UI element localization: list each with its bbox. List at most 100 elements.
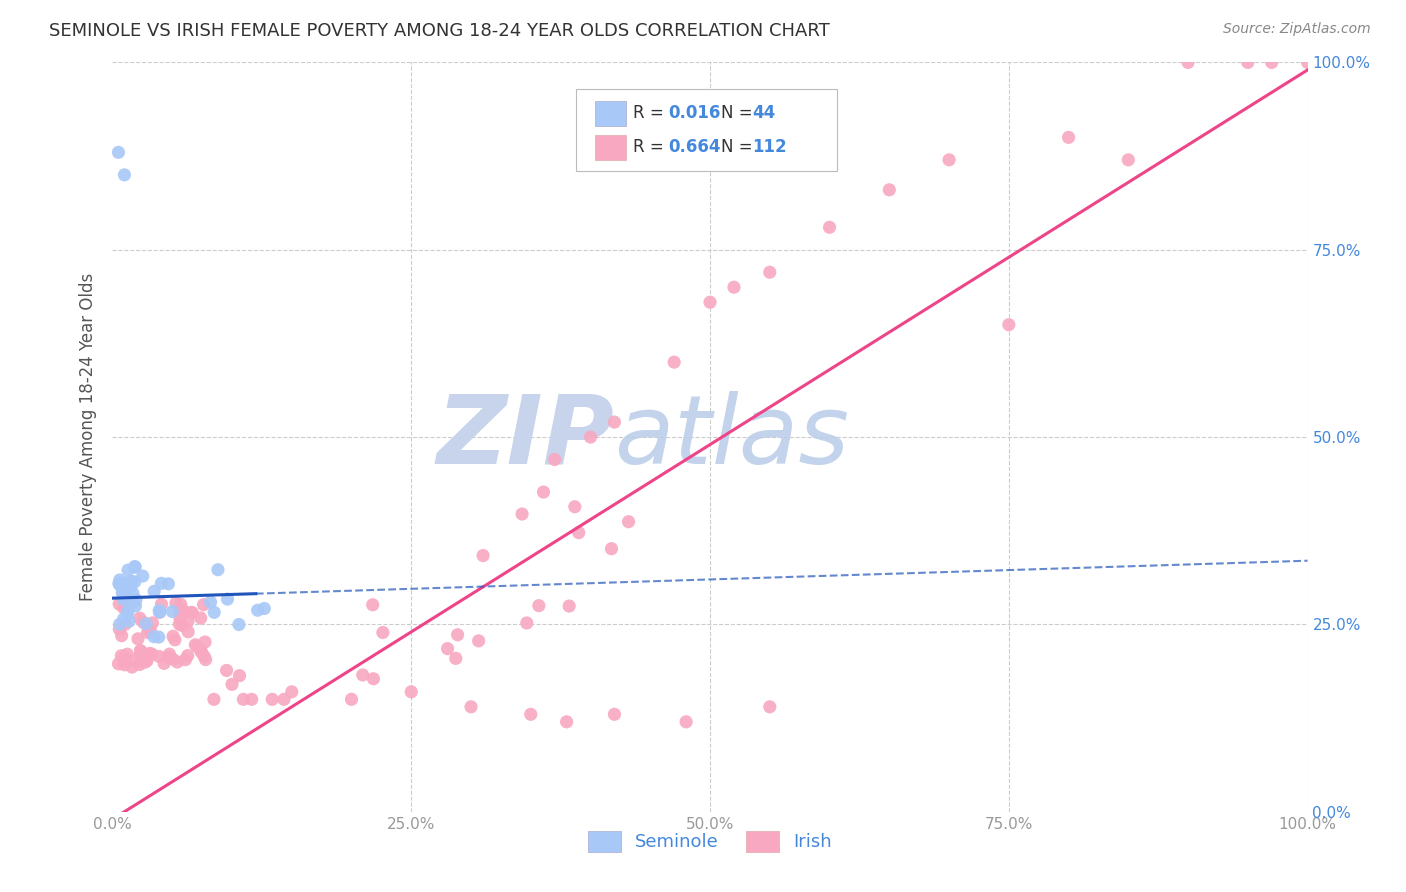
Point — [184, 638, 207, 652]
Point — [107, 145, 129, 160]
Point — [240, 692, 263, 706]
Point — [564, 500, 586, 514]
Point — [533, 485, 555, 500]
Point — [112, 600, 135, 615]
Point — [603, 415, 626, 429]
Point — [124, 560, 146, 574]
Point — [129, 643, 152, 657]
Point — [111, 586, 134, 600]
Point — [181, 606, 204, 620]
Point — [520, 707, 543, 722]
Point — [112, 650, 135, 665]
Point — [1261, 55, 1284, 70]
Point — [121, 586, 143, 600]
Point — [340, 692, 363, 706]
Point — [401, 685, 423, 699]
Point — [169, 612, 191, 626]
Point — [108, 597, 131, 611]
Point — [121, 595, 143, 609]
Point — [555, 714, 578, 729]
Text: SEMINOLE VS IRISH FEMALE POVERTY AMONG 18-24 YEAR OLDS CORRELATION CHART: SEMINOLE VS IRISH FEMALE POVERTY AMONG 1… — [49, 22, 830, 40]
Point — [818, 220, 841, 235]
Point — [135, 616, 157, 631]
Point — [115, 575, 138, 590]
Point — [281, 685, 304, 699]
Point — [150, 597, 173, 611]
Point — [108, 617, 131, 632]
Text: 0.016: 0.016 — [668, 104, 720, 122]
Point — [253, 601, 276, 615]
Point — [117, 607, 139, 621]
Point — [117, 647, 139, 661]
Point — [1177, 55, 1199, 70]
Point — [108, 622, 131, 636]
Point — [148, 603, 170, 617]
Point — [124, 574, 146, 589]
Point — [108, 573, 131, 587]
Point — [568, 525, 591, 540]
Point — [162, 605, 184, 619]
Point — [215, 664, 238, 678]
Point — [141, 615, 163, 630]
Point — [124, 559, 146, 574]
Point — [1237, 55, 1260, 70]
Point — [129, 647, 152, 661]
Point — [142, 630, 165, 644]
Point — [603, 707, 626, 722]
Point — [136, 625, 159, 640]
Text: 0.664: 0.664 — [668, 138, 720, 156]
Point — [193, 598, 215, 612]
Point — [1118, 153, 1140, 167]
Point — [460, 699, 482, 714]
Point — [112, 592, 135, 607]
Point — [262, 692, 284, 706]
Point — [558, 599, 581, 613]
Point — [436, 641, 458, 656]
Point — [110, 648, 132, 663]
Point — [163, 632, 186, 647]
Text: atlas: atlas — [614, 391, 849, 483]
Point — [172, 603, 194, 617]
Point — [177, 615, 200, 629]
Point — [207, 563, 229, 577]
Point — [114, 617, 136, 632]
Point — [232, 692, 254, 706]
Point — [273, 692, 295, 706]
Text: 44: 44 — [752, 104, 776, 122]
Text: N =: N = — [721, 104, 758, 122]
Point — [600, 541, 623, 556]
Point — [127, 632, 149, 646]
Point — [516, 615, 538, 630]
Point — [998, 318, 1021, 332]
Point — [165, 596, 187, 610]
Point — [110, 629, 132, 643]
Point — [228, 617, 250, 632]
Point — [108, 576, 131, 591]
Point — [148, 630, 170, 644]
Point — [132, 569, 155, 583]
Point — [228, 668, 250, 682]
Point — [759, 699, 782, 714]
Point — [352, 668, 374, 682]
Point — [141, 647, 163, 661]
Point — [472, 549, 495, 563]
Point — [118, 614, 141, 628]
Point — [177, 624, 200, 639]
Point — [129, 644, 152, 658]
Point — [162, 652, 184, 666]
Point — [117, 591, 139, 606]
Point — [202, 606, 225, 620]
Text: Source: ZipAtlas.com: Source: ZipAtlas.com — [1223, 22, 1371, 37]
Point — [120, 579, 142, 593]
Point — [115, 590, 138, 604]
Text: R =: R = — [633, 104, 669, 122]
Point — [193, 649, 215, 664]
Point — [246, 603, 269, 617]
Point — [194, 635, 217, 649]
Point — [138, 647, 160, 661]
Point — [579, 430, 602, 444]
Point — [938, 153, 960, 167]
Point — [510, 507, 533, 521]
Point — [150, 576, 173, 591]
Point — [117, 563, 139, 577]
